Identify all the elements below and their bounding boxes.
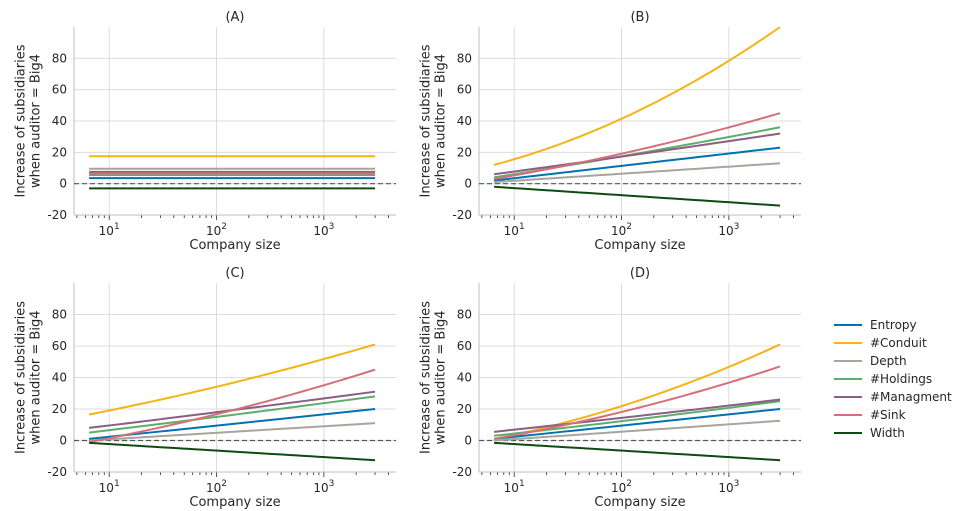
legend-label-managment: #Managment — [870, 390, 952, 404]
panel-d-xtick-label: 102 — [611, 479, 632, 495]
panel-b-series-depth — [494, 162, 781, 184]
panel-c: -20 0 20 40 60 80 101 102 103 Company size Increas… — [14, 266, 396, 510]
panel-c-series-width — [89, 441, 376, 462]
panel-c-xtick-label: 103 — [313, 479, 334, 495]
legend-label-width: Width — [870, 426, 905, 440]
panel-c-xtick-label: 102 — [206, 479, 227, 495]
panel-b-ytick-label: 40 — [457, 114, 472, 128]
panel-c-xtick-label: 101 — [99, 479, 120, 495]
panel-b-ytick-label: 60 — [457, 83, 472, 97]
panel-d-xtick-label: 101 — [504, 479, 525, 495]
panel-b-ytick-label: 80 — [457, 51, 472, 65]
panel-d-ytick-label: 60 — [457, 339, 472, 353]
panels: -20 0 20 40 60 80 101 102 103 Company size Increas… — [14, 10, 801, 510]
panel-b-series-entropy — [493, 146, 781, 182]
panel-b-series-managment — [493, 132, 781, 176]
panel-a-xlabel: Company size — [189, 238, 280, 253]
panel-c-ytick-label: 20 — [52, 402, 67, 416]
panel-c-series-depth — [89, 422, 376, 442]
panel-c-series-group — [88, 343, 376, 462]
legend-entry-width: Width — [834, 426, 905, 440]
legend-label-sink: #Sink — [870, 408, 906, 422]
panel-c-ytick-label: 40 — [52, 371, 67, 385]
panel-d-series-managment — [494, 398, 781, 433]
legend-entry-conduit: #Conduit — [834, 336, 927, 350]
panel-d-series-sink — [493, 365, 781, 440]
panel-a-ytick-label: 80 — [52, 51, 67, 65]
panel-a-title: (A) — [225, 10, 244, 25]
panel-c-ytick-label: 0 — [59, 434, 67, 448]
legend-label-holdings: #Holdings — [870, 372, 932, 386]
panel-d-ytick-label: 80 — [457, 308, 472, 322]
panel-a-ytick-label: 60 — [52, 83, 67, 97]
panel-b-ytick-label: -20 — [452, 208, 472, 222]
panel-a-ytick-label: 0 — [59, 177, 67, 191]
legend-label-conduit: #Conduit — [870, 336, 927, 350]
panel-d-series-width — [494, 441, 781, 462]
panel-b-ytick-label: 0 — [464, 177, 472, 191]
legend-entry-holdings: #Holdings — [834, 372, 932, 386]
panel-b-xlabel: Company size — [594, 238, 685, 253]
panel-d-series-group — [493, 343, 781, 462]
panel-a-ytick-label: 20 — [52, 145, 67, 159]
panel-b-ytick-label: 20 — [457, 145, 472, 159]
panel-d-ylabel: Increase of subsidiarieswhen auditor = B… — [419, 301, 449, 454]
legend-label-depth: Depth — [870, 354, 907, 368]
panel-c-title: (C) — [225, 266, 244, 281]
panel-c-ytick-label: 80 — [52, 308, 67, 322]
panel-c-series-conduit — [88, 343, 376, 416]
legend-entry-sink: #Sink — [834, 408, 906, 422]
panel-b-series-sink — [493, 112, 781, 180]
panel-c-ytick-label: -20 — [47, 465, 67, 479]
panel-b-xtick-label: 103 — [718, 222, 739, 238]
panel-b-series-width — [494, 185, 781, 207]
panel-d-ytick-label: 0 — [464, 434, 472, 448]
legend: Entropy #Conduit Depth #Holdings #Managm… — [834, 318, 952, 440]
legend-entry-depth: Depth — [834, 354, 907, 368]
panel-d-series-conduit — [493, 343, 781, 440]
panel-a-xtick-label: 103 — [313, 222, 334, 238]
panel-a: -20 0 20 40 60 80 101 102 103 Company size Increas… — [14, 10, 396, 253]
panel-d-xtick-label: 103 — [718, 479, 739, 495]
panel-d-xlabel: Company size — [594, 495, 685, 510]
panel-b-xtick-label: 102 — [611, 222, 632, 238]
panel-a-xtick-label: 101 — [99, 222, 120, 238]
panel-d-ytick-label: 40 — [457, 371, 472, 385]
panel-c-ylabel: Increase of subsidiarieswhen auditor = B… — [14, 301, 44, 454]
panel-d-series-depth — [494, 419, 781, 442]
panel-b-series-group — [493, 27, 781, 207]
panel-d-title: (D) — [630, 266, 650, 281]
panel-c-series-entropy — [89, 408, 376, 440]
panel-a-series-group — [89, 155, 376, 190]
panel-c-series-holdings — [88, 395, 376, 434]
panel-b: -20 0 20 40 60 80 101 102 103 Company size Increas… — [419, 10, 801, 253]
panel-a-ytick-label: -20 — [47, 208, 67, 222]
panel-d-ytick-label: 20 — [457, 402, 472, 416]
panel-b-series-conduit — [493, 27, 781, 166]
panel-c-xlabel: Company size — [189, 495, 280, 510]
panel-a-xtick-label: 102 — [206, 222, 227, 238]
panel-d-ytick-label: -20 — [452, 465, 472, 479]
panel-a-ylabel: Increase of subsidiarieswhen auditor = B… — [14, 44, 44, 197]
panel-b-xtick-label: 101 — [504, 222, 525, 238]
panel-a-ytick-label: 40 — [52, 114, 67, 128]
panel-c-series-sink — [88, 368, 376, 444]
panel-d-series-entropy — [494, 408, 781, 440]
panel-d: -20 0 20 40 60 80 101 102 103 Company size Increas… — [419, 266, 801, 510]
legend-label-entropy: Entropy — [870, 318, 917, 332]
panel-b-ylabel: Increase of subsidiarieswhen auditor = B… — [419, 44, 449, 197]
panel-b-title: (B) — [630, 10, 649, 25]
legend-entry-entropy: Entropy — [834, 318, 917, 332]
legend-entry-managment: #Managment — [834, 390, 952, 404]
panel-c-ytick-label: 60 — [52, 339, 67, 353]
